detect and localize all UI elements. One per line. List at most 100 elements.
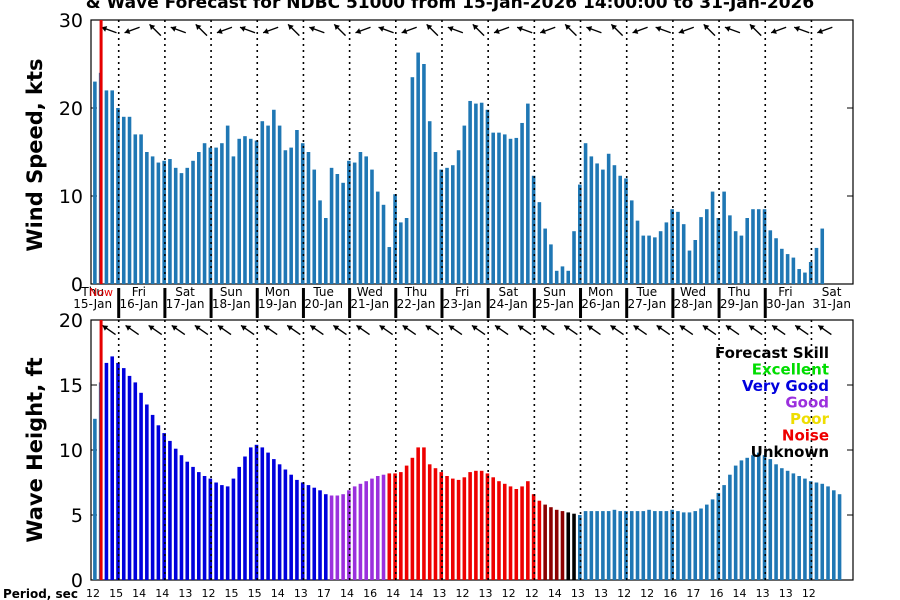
bar [387, 473, 392, 580]
bar [306, 485, 311, 580]
bar [745, 218, 749, 284]
bar [491, 477, 495, 580]
direction-arrow-icon [149, 23, 162, 37]
day-date: 26-Jan [581, 297, 620, 311]
day-name: Sat [175, 285, 195, 299]
direction-arrow-icon [633, 324, 648, 336]
direction-arrow-icon [286, 324, 301, 336]
bar [121, 116, 126, 284]
bar [156, 162, 161, 284]
bar [352, 162, 357, 284]
bar [618, 175, 622, 284]
bar [589, 156, 594, 284]
bar [168, 159, 172, 284]
bar [191, 160, 195, 284]
arrow-head [655, 26, 662, 32]
arrow-head [379, 325, 386, 331]
arrow-head [264, 325, 270, 331]
bar [502, 483, 507, 580]
direction-arrow-icon [540, 324, 555, 336]
day-name: Tue [312, 285, 334, 299]
direction-arrow-icon [309, 26, 325, 34]
bar [572, 513, 576, 580]
bar [814, 482, 819, 580]
period-label: 15 [225, 587, 239, 600]
day-name: Fri [132, 285, 146, 299]
bar [791, 257, 796, 284]
bar [497, 481, 501, 580]
bar [439, 169, 444, 284]
bar [578, 515, 582, 580]
arrow-head [216, 28, 223, 34]
period-label: 13 [756, 587, 770, 600]
bar [803, 478, 807, 580]
bar [785, 254, 790, 284]
arrow-head [148, 325, 155, 331]
bar [404, 218, 409, 284]
direction-arrow-icon [632, 26, 648, 34]
arrow-head [587, 325, 594, 331]
direction-arrow-icon [770, 26, 787, 34]
bar [780, 468, 784, 580]
bar [837, 494, 842, 580]
period-label: 14 [409, 587, 423, 600]
legend-title: Forecast Skill [715, 344, 829, 362]
legend-entry: Very Good [742, 377, 829, 395]
arrow-head [794, 26, 800, 32]
bar [225, 125, 230, 284]
arrow-head [610, 325, 617, 331]
period-label: 14 [548, 587, 562, 600]
bar [583, 511, 588, 580]
day-date: 21-Jan [350, 297, 389, 311]
bar [647, 509, 651, 580]
day-separator [209, 288, 213, 318]
direction-arrow-icon [309, 324, 324, 336]
day-separator [117, 288, 121, 318]
arrow-head [772, 325, 778, 331]
direction-arrow-icon [195, 23, 208, 37]
direction-arrow-icon [655, 26, 671, 34]
legend-entry: Noise [782, 427, 829, 445]
bar [295, 479, 299, 580]
bar [774, 464, 778, 580]
bar [416, 447, 420, 580]
bar [618, 511, 622, 580]
day-date: 16-Jan [119, 297, 158, 311]
bar [306, 152, 311, 284]
arrow-head [101, 26, 108, 32]
direction-arrow-icon [586, 26, 602, 34]
bar [745, 457, 749, 580]
bar [231, 156, 236, 284]
bar [814, 247, 819, 284]
bar [635, 511, 640, 580]
direction-arrow-icon [564, 23, 577, 37]
period-label: 15 [248, 587, 262, 600]
bar [208, 478, 213, 580]
bar [266, 125, 270, 284]
bar [220, 143, 224, 284]
bar [324, 218, 328, 284]
direction-arrow-icon [817, 26, 833, 34]
bar [474, 103, 478, 284]
arrow-head [471, 325, 478, 331]
bar [375, 476, 380, 580]
period-label: 12 [502, 587, 516, 600]
arrow-head [149, 24, 156, 30]
arrow-head [611, 24, 617, 30]
arrow-head [287, 325, 293, 331]
bar [387, 247, 392, 284]
bar [156, 425, 161, 580]
bar [526, 481, 530, 580]
bar [537, 202, 542, 284]
direction-arrow-icon [239, 26, 256, 34]
day-name: Wed [680, 285, 706, 299]
bar [601, 169, 605, 284]
bar [739, 235, 744, 284]
arrow-head [240, 325, 247, 331]
period-label: 12 [525, 587, 539, 600]
arrow-head [425, 325, 432, 331]
bar [606, 511, 611, 580]
bar [508, 486, 513, 580]
arrow-head [565, 24, 571, 30]
